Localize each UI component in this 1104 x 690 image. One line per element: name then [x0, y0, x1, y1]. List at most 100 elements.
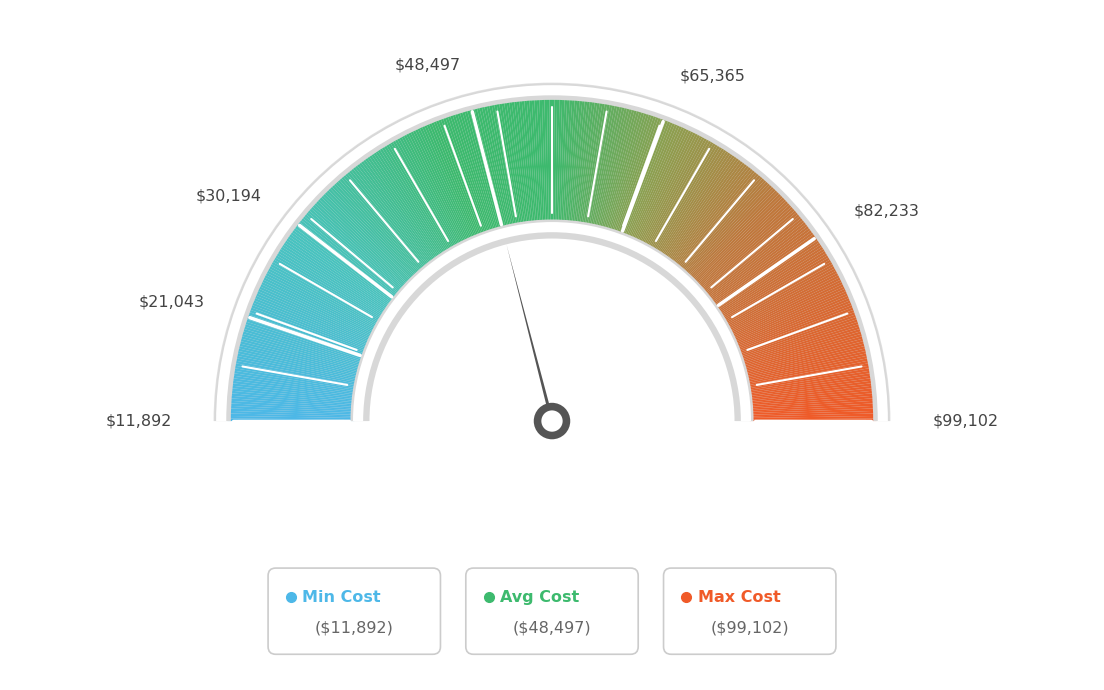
Wedge shape — [442, 115, 487, 235]
Wedge shape — [229, 401, 354, 410]
Wedge shape — [213, 83, 891, 421]
Wedge shape — [293, 224, 395, 302]
Wedge shape — [742, 331, 864, 367]
Wedge shape — [237, 338, 361, 372]
Wedge shape — [546, 97, 551, 224]
Wedge shape — [720, 249, 829, 317]
Wedge shape — [631, 124, 686, 241]
Wedge shape — [527, 97, 538, 224]
Wedge shape — [322, 190, 413, 282]
Wedge shape — [564, 97, 575, 224]
Wedge shape — [635, 126, 690, 242]
Wedge shape — [611, 111, 650, 233]
Wedge shape — [254, 290, 371, 342]
Wedge shape — [636, 128, 692, 243]
Wedge shape — [368, 152, 440, 258]
Wedge shape — [750, 403, 877, 412]
Wedge shape — [739, 311, 858, 355]
Wedge shape — [740, 318, 861, 360]
Wedge shape — [459, 110, 497, 232]
Wedge shape — [574, 99, 591, 225]
Wedge shape — [466, 108, 501, 230]
Wedge shape — [714, 235, 819, 308]
Wedge shape — [750, 408, 877, 415]
Wedge shape — [296, 220, 396, 300]
Wedge shape — [718, 245, 826, 315]
Wedge shape — [517, 98, 532, 224]
Wedge shape — [644, 133, 704, 246]
Wedge shape — [513, 99, 530, 225]
Wedge shape — [734, 295, 852, 346]
Wedge shape — [746, 360, 871, 386]
Wedge shape — [750, 413, 877, 418]
Wedge shape — [747, 371, 873, 392]
Wedge shape — [403, 132, 463, 246]
Wedge shape — [307, 206, 404, 291]
Wedge shape — [350, 219, 754, 421]
Text: Avg Cost: Avg Cost — [500, 590, 580, 604]
Wedge shape — [248, 304, 368, 351]
Wedge shape — [710, 226, 813, 304]
Wedge shape — [694, 195, 787, 284]
Wedge shape — [353, 222, 751, 421]
Wedge shape — [279, 243, 386, 314]
Wedge shape — [229, 391, 355, 404]
Polygon shape — [507, 244, 553, 422]
Wedge shape — [673, 165, 753, 266]
Wedge shape — [285, 235, 390, 308]
Wedge shape — [587, 102, 613, 227]
Wedge shape — [447, 113, 489, 234]
Wedge shape — [257, 283, 373, 338]
Wedge shape — [602, 107, 635, 230]
Wedge shape — [454, 111, 493, 233]
Wedge shape — [232, 368, 357, 390]
Wedge shape — [245, 313, 365, 357]
Wedge shape — [294, 222, 395, 301]
Wedge shape — [619, 116, 665, 235]
Wedge shape — [626, 120, 676, 238]
Wedge shape — [731, 283, 847, 338]
Wedge shape — [733, 292, 851, 344]
Wedge shape — [405, 131, 464, 245]
Wedge shape — [721, 252, 830, 319]
Wedge shape — [275, 249, 384, 317]
Wedge shape — [326, 186, 415, 279]
Wedge shape — [235, 351, 359, 380]
Wedge shape — [231, 371, 357, 392]
Wedge shape — [376, 147, 446, 255]
Wedge shape — [724, 262, 837, 326]
Wedge shape — [321, 192, 412, 282]
Wedge shape — [559, 97, 565, 224]
Wedge shape — [698, 201, 792, 288]
Wedge shape — [314, 199, 407, 287]
Wedge shape — [553, 97, 558, 224]
Wedge shape — [732, 285, 848, 339]
Wedge shape — [664, 152, 736, 258]
Wedge shape — [230, 383, 355, 400]
Wedge shape — [365, 154, 439, 259]
Wedge shape — [730, 281, 846, 337]
Wedge shape — [274, 252, 383, 319]
Wedge shape — [414, 126, 469, 242]
Wedge shape — [650, 139, 715, 250]
Wedge shape — [671, 161, 749, 264]
Wedge shape — [256, 285, 372, 339]
Wedge shape — [561, 97, 570, 224]
Wedge shape — [503, 100, 524, 226]
Wedge shape — [625, 119, 673, 238]
Wedge shape — [749, 388, 875, 402]
Wedge shape — [741, 323, 862, 363]
Wedge shape — [246, 308, 367, 354]
Wedge shape — [672, 163, 751, 265]
Wedge shape — [575, 99, 593, 225]
Wedge shape — [511, 99, 529, 225]
Wedge shape — [745, 353, 870, 381]
Wedge shape — [291, 226, 394, 304]
Wedge shape — [544, 97, 549, 224]
Wedge shape — [716, 241, 824, 313]
Wedge shape — [229, 393, 355, 406]
Wedge shape — [676, 168, 757, 268]
Wedge shape — [584, 101, 608, 226]
Wedge shape — [423, 122, 475, 239]
Wedge shape — [361, 157, 437, 261]
